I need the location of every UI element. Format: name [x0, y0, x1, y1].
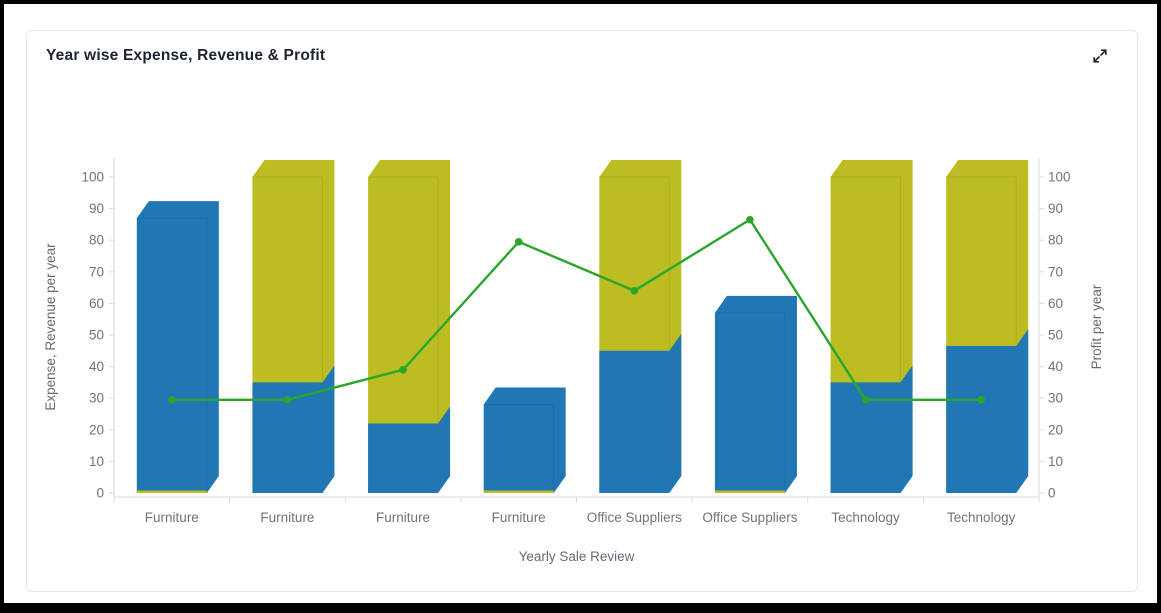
card-header: Year wise Expense, Revenue & Profit [27, 31, 1137, 77]
chart-card: Year wise Expense, Revenue & Profit [26, 30, 1138, 592]
chart-title: Year wise Expense, Revenue & Profit [46, 47, 326, 64]
expand-icon [1090, 46, 1110, 69]
expand-button[interactable] [1086, 43, 1114, 71]
